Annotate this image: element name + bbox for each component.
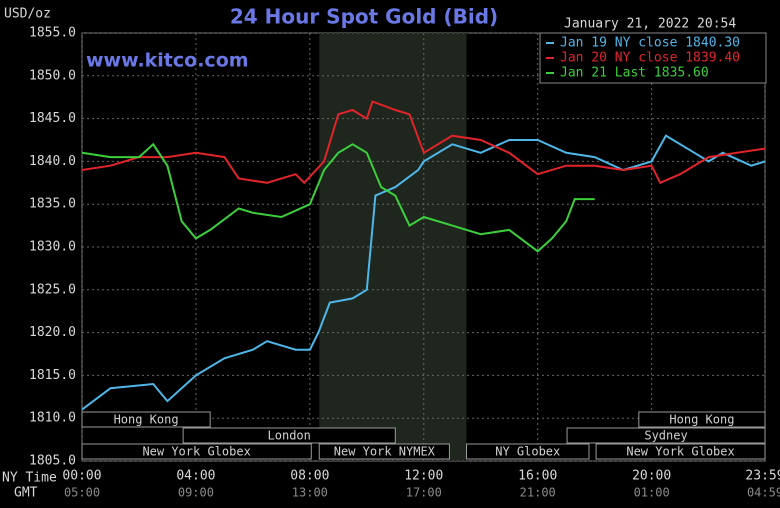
x-tick-label: 08:00: [290, 469, 329, 484]
x-tick-label: 20:00: [632, 469, 671, 484]
session-label: NY Globex: [495, 445, 560, 459]
session-label: Sydney: [644, 429, 687, 443]
y-tick-label: 1810.0: [29, 411, 76, 426]
y-tick-label: 1850.0: [29, 68, 76, 83]
gmt-tick-label: 21:00: [520, 486, 556, 500]
chart-title: 24 Hour Spot Gold (Bid): [230, 5, 498, 29]
y-tick-label: 1835.0: [29, 197, 76, 212]
session-label: New York NYMEX: [334, 445, 436, 459]
session-label: Hong Kong: [114, 413, 179, 427]
session-bar: [182, 427, 396, 444]
session-bar: [595, 443, 766, 460]
x-tick-label: 12:00: [404, 469, 443, 484]
gmt-label: GMT: [14, 486, 38, 501]
gmt-tick-label: 13:00: [292, 486, 328, 500]
gmt-tick-label: 05:00: [64, 486, 100, 500]
legend-label: Jan 19 NY close 1840.30: [560, 36, 740, 51]
session-bar: [81, 443, 312, 460]
session-bar: [466, 443, 590, 460]
y-tick-label: 1840.0: [29, 154, 76, 169]
legend-label: Jan 21 Last 1835.60: [560, 66, 709, 81]
x-tick-label: 04:00: [176, 469, 215, 484]
x-tick-label: 00:00: [62, 469, 101, 484]
legend-label: Jan 20 NY close 1839.40: [560, 51, 740, 66]
session-bar: [566, 427, 766, 444]
timestamp: January 21, 2022 20:54: [564, 17, 736, 32]
gmt-tick-label: 01:00: [634, 486, 670, 500]
gmt-tick-label: 17:00: [406, 486, 442, 500]
session-label: London: [268, 429, 311, 443]
session-bar: [81, 411, 211, 428]
x-axis-label: NY Time: [2, 471, 57, 486]
y-tick-label: 1845.0: [29, 111, 76, 126]
legend-box: [539, 32, 767, 84]
y-tick-label: 1825.0: [29, 282, 76, 297]
gmt-tick-label: 09:00: [178, 486, 214, 500]
session-label: New York Globex: [626, 445, 734, 459]
price-line: [81, 134, 766, 411]
y-tick-label: 1855.0: [29, 26, 76, 41]
x-tick-label: 23:59: [745, 469, 780, 484]
y-axis-label: USD/oz: [4, 7, 51, 22]
price-line: [81, 100, 766, 185]
watermark: www.kitco.com: [86, 50, 249, 72]
y-tick-label: 1815.0: [29, 368, 76, 383]
session-bar: [318, 443, 450, 460]
y-tick-label: 1805.0: [29, 454, 76, 469]
x-tick-label: 16:00: [518, 469, 557, 484]
y-tick-label: 1820.0: [29, 325, 76, 340]
price-line: [81, 142, 595, 253]
session-label: New York Globex: [142, 445, 250, 459]
session-label: Hong Kong: [669, 413, 734, 427]
y-tick-label: 1830.0: [29, 240, 76, 255]
gmt-tick-label: 04:59: [747, 486, 780, 500]
session-bar: [638, 411, 766, 428]
